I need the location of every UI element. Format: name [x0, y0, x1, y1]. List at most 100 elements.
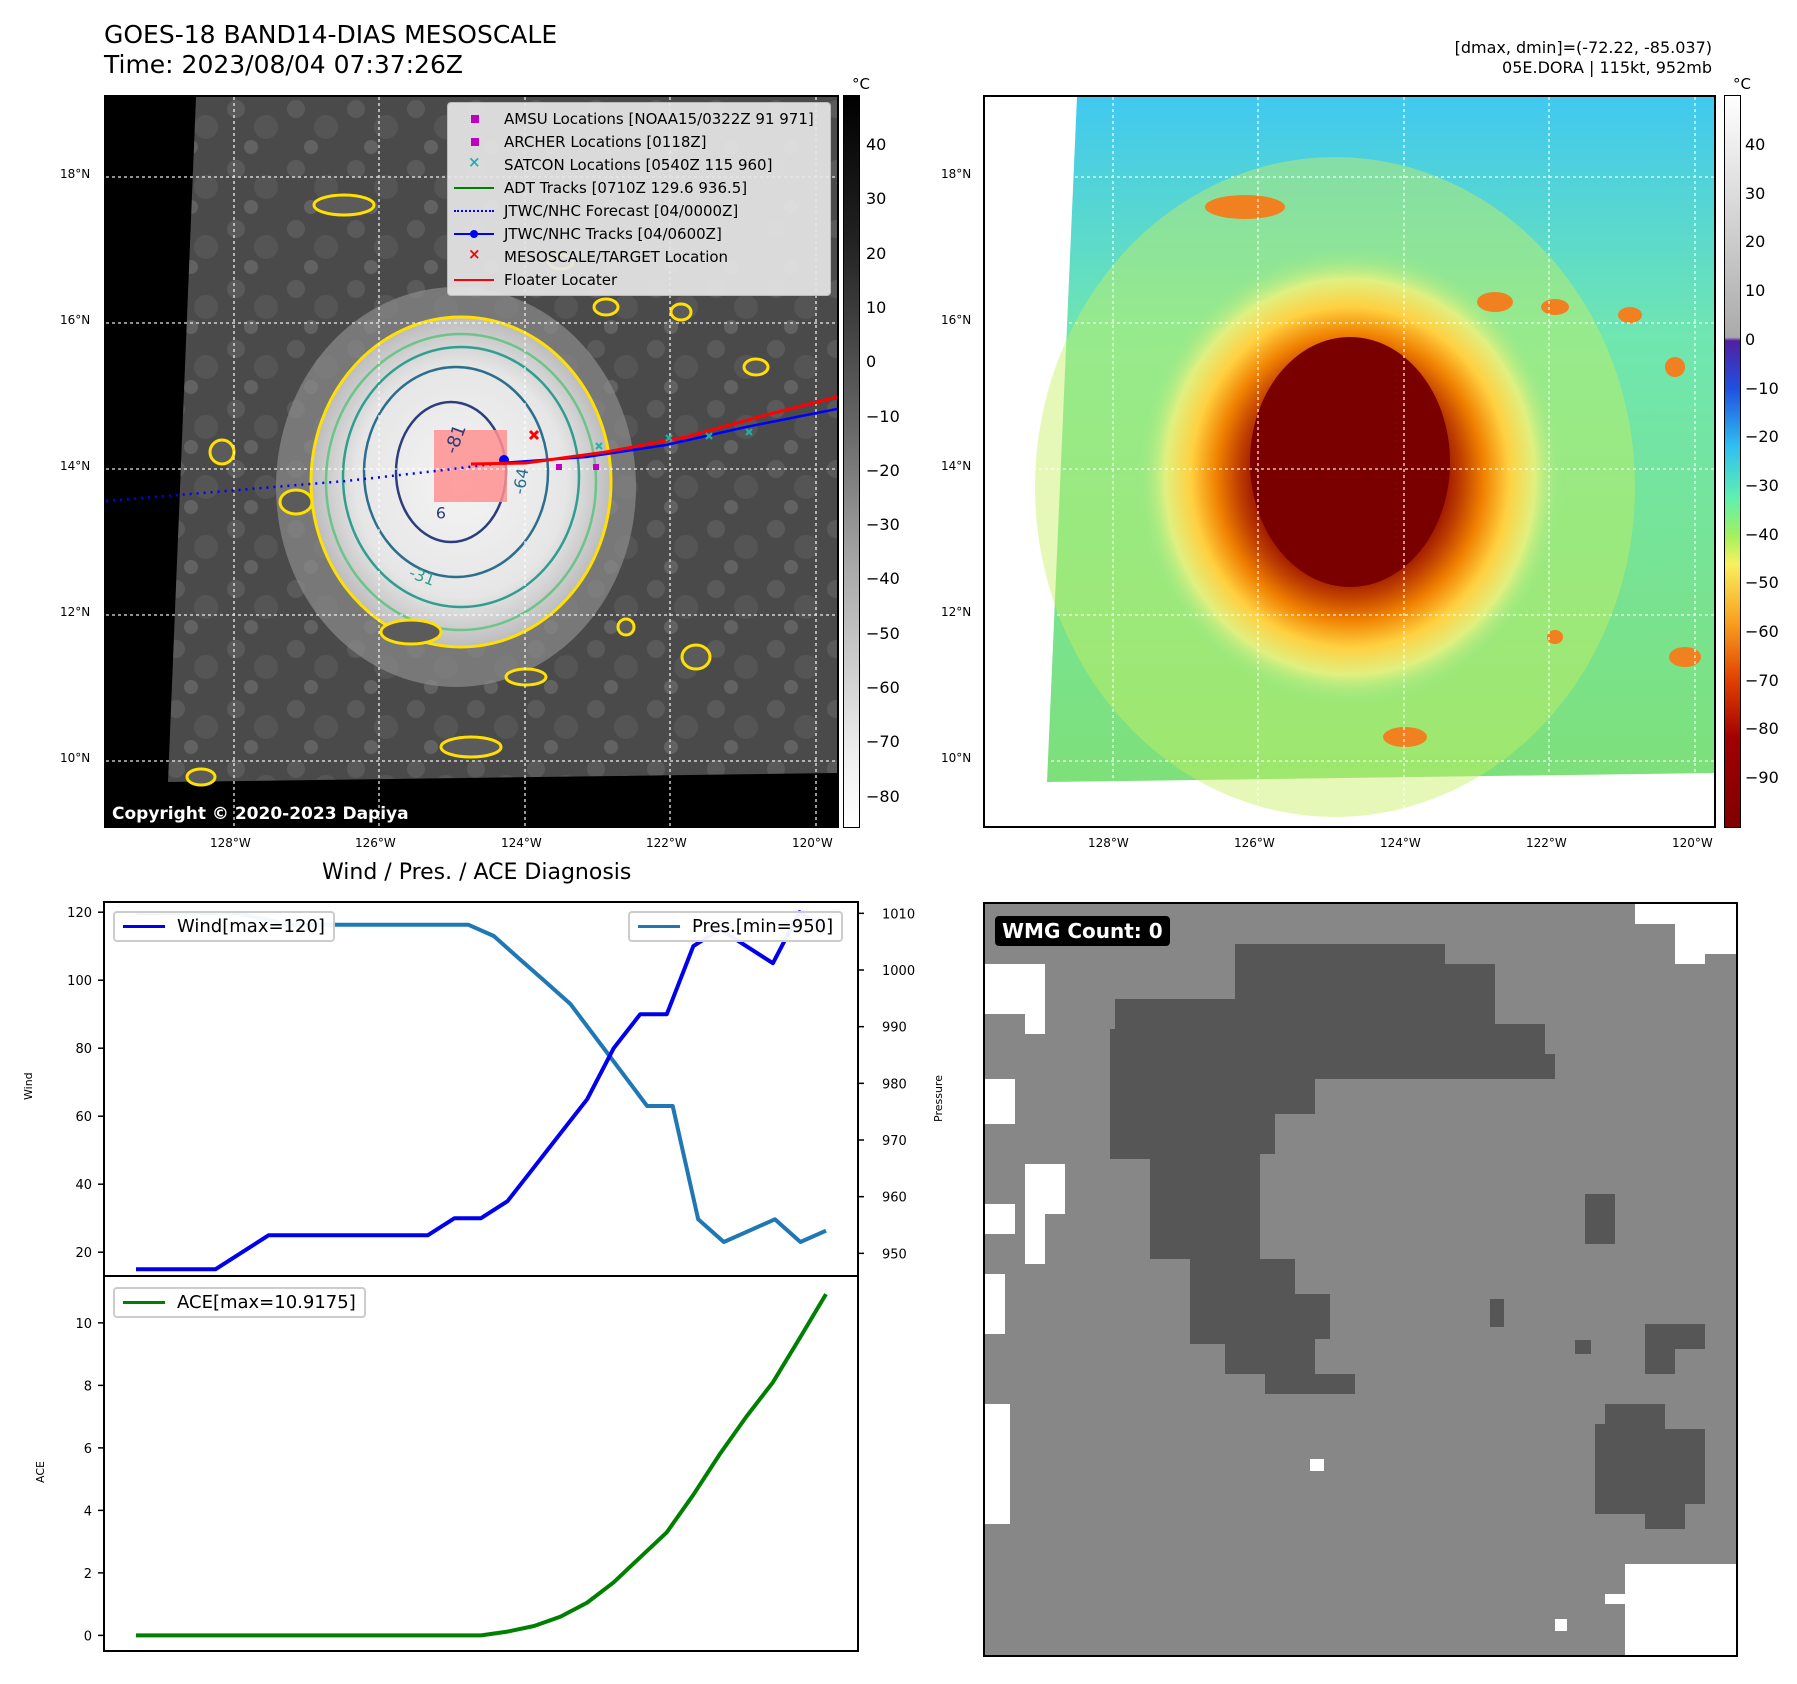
legend-label: ADT Tracks [0710Z 129.6 936.5]	[504, 178, 748, 197]
colorbar-tick-label: −20	[866, 460, 900, 480]
wind-tick-label: 80	[75, 1042, 92, 1057]
pressure-tick-label: 970	[882, 1134, 907, 1149]
colorbar-tick-label: 30	[866, 189, 887, 209]
storm-name-text: 05E.DORA | 115kt, 952mb	[1502, 58, 1712, 77]
ir-lon-128: 128°W	[210, 836, 251, 850]
color-gridlines	[985, 97, 1714, 826]
colorbar-tick-label: 10	[1745, 281, 1766, 301]
pressure-tick-label: 1000	[882, 964, 915, 979]
colorbar-tick-label: −40	[1745, 524, 1779, 544]
colorbar-tick-label: −80	[866, 786, 900, 806]
color-lat-12: 12°N	[941, 605, 972, 619]
colorbar-tick-label: −10	[866, 406, 900, 426]
colorbar-tick-label: −70	[866, 732, 900, 752]
dmax-dmin-text: [dmax, dmin]=(-72.22, -85.037)	[1454, 38, 1712, 57]
ace-tick-label: 8	[84, 1379, 92, 1394]
wind-tick-label: 60	[75, 1110, 92, 1125]
contour-label-64: -64	[509, 467, 532, 496]
pressure-legend: Pres.[min=950]	[628, 911, 844, 942]
ace-tick-label: 0	[84, 1629, 92, 1644]
color-map-svg	[985, 97, 1714, 826]
wind-legend: Wind[max=120]	[113, 911, 335, 942]
color-lon-128: 128°W	[1088, 836, 1129, 850]
ir-colorbar	[843, 95, 860, 828]
colorbar-tick-label: −60	[866, 678, 900, 697]
wind-line	[136, 910, 828, 1272]
ir-lat-10: 10°N	[60, 751, 91, 765]
legend-label: SATCON Locations [0540Z 115 960]	[504, 155, 773, 174]
legend-key-icon: ×	[468, 244, 481, 263]
color-lon-122: 122°W	[1526, 836, 1567, 850]
color-lat-10: 10°N	[941, 751, 972, 765]
colorbar-tick-label: −30	[866, 515, 900, 535]
pressure-tick-label: 950	[882, 1247, 907, 1262]
target-box	[434, 430, 507, 502]
ace-legend-label: ACE[max=10.9175]	[177, 1292, 356, 1313]
diagnosis-svg: 20 40 60 80 100 120 950 960 970 980 990 1000 1010 0 2 4…	[67, 901, 915, 1652]
legend-key-icon	[454, 227, 494, 241]
legend-label: MESOSCALE/TARGET Location	[504, 247, 729, 266]
ace-frame	[103, 1275, 859, 1652]
ir-lon-122: 122°W	[646, 836, 687, 850]
legend-item: × SATCON Locations [0540Z 115 960]	[454, 153, 824, 176]
wmg-dark-regions	[1110, 944, 1705, 1529]
legend-label: AMSU Locations [NOAA15/0322Z 91 971]	[504, 109, 814, 128]
wind-tick-label: 120	[67, 906, 92, 921]
ir-lon-120: 120°W	[792, 836, 833, 850]
colorbar-tick-label: 0	[866, 352, 877, 372]
colorbar-tick-label: 10	[866, 297, 887, 317]
wmg-count: WMG Count: 0	[995, 916, 1170, 946]
diagnosis-title: Wind / Pres. / ACE Diagnosis	[322, 860, 632, 885]
title-line-1: GOES-18 BAND14-DIAS MESOSCALE	[104, 20, 558, 49]
wind-legend-label: Wind[max=120]	[177, 916, 325, 937]
pressure-tick-label: 960	[882, 1191, 907, 1206]
ir-lon-126: 126°W	[355, 836, 396, 850]
wmg-svg	[985, 904, 1736, 1655]
pressure-tick-label: 990	[882, 1021, 907, 1036]
pressure-tick-label: 1010	[882, 907, 915, 922]
contour-label-9: 9	[436, 503, 446, 522]
title-line-2: Time: 2023/08/04 07:37:26Z	[104, 50, 463, 79]
colorbar-tick-label: −60	[1745, 622, 1779, 641]
legend-label: ARCHER Locations [0118Z]	[504, 132, 707, 151]
colorbar-tick-label: −70	[1745, 670, 1779, 690]
ir-map-panel: -81 -64 -31 9 Copyright © 2020-2023 Dapi…	[104, 95, 839, 828]
cold-cloud-blobs	[1205, 195, 1701, 747]
ir-lat-16: 16°N	[60, 313, 91, 327]
wind-tick-label: 20	[75, 1246, 92, 1261]
legend-label: JTWC/NHC Tracks [04/0600Z]	[504, 224, 722, 243]
wmg-panel: WMG Count: 0	[983, 902, 1738, 1657]
ir-colorbar-unit: °C	[852, 75, 870, 93]
colorbar-tick-label: 30	[1745, 183, 1766, 203]
ace-tick-label: 10	[75, 1317, 92, 1332]
legend-item: JTWC/NHC Tracks [04/0600Z]	[454, 222, 824, 245]
colorbar-tick-label: −50	[866, 623, 900, 643]
legend-item: ADT Tracks [0710Z 129.6 936.5]	[454, 176, 824, 199]
color-map-panel	[983, 95, 1716, 828]
legend-item: JTWC/NHC Forecast [04/0000Z]	[454, 199, 824, 222]
copyright: Copyright © 2020-2023 Dapiya	[112, 804, 409, 824]
ace-line	[136, 1293, 828, 1638]
legend-item: × MESOSCALE/TARGET Location	[454, 245, 824, 268]
ace-tick-label: 4	[84, 1504, 92, 1519]
legend-key-icon: ×	[468, 152, 481, 171]
ace-tick-label: 6	[84, 1442, 92, 1457]
color-lon-120: 120°W	[1672, 836, 1713, 850]
colorbar-tick-label: −20	[1745, 427, 1779, 447]
color-colorbar-unit: °C	[1733, 75, 1751, 93]
legend-label: Floater Locater	[504, 270, 618, 289]
legend-item: ARCHER Locations [0118Z]	[454, 130, 824, 153]
legend-key-icon	[454, 112, 494, 126]
colorbar-tick-label: −50	[1745, 573, 1779, 593]
legend-item: Floater Locater	[454, 268, 824, 291]
legend-key-icon	[454, 273, 494, 287]
wind-tick-label: 40	[75, 1178, 92, 1193]
legend-key-icon	[454, 204, 494, 218]
colorbar-tick-label: −40	[866, 569, 900, 589]
color-lat-14: 14°N	[941, 459, 972, 473]
color-lat-18: 18°N	[941, 167, 972, 181]
floater-track	[470, 395, 837, 466]
wind-tick-label: 100	[67, 974, 92, 989]
colorbar-tick-label: 0	[1745, 329, 1756, 349]
wmg-white-regions	[985, 904, 1736, 1655]
